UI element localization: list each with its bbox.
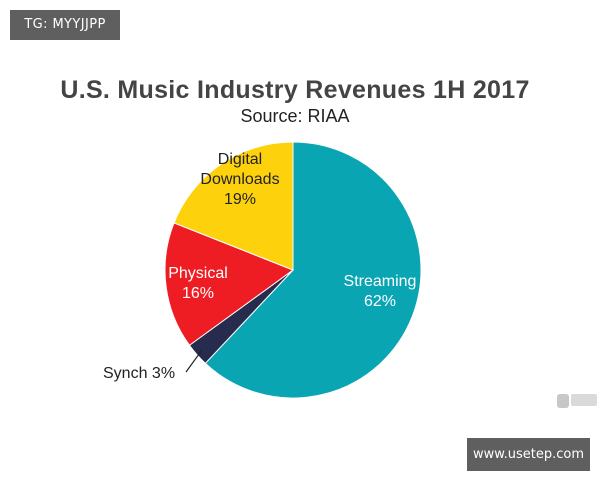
slice-label-digital-downloads: Digital Downloads 19%	[200, 151, 279, 208]
top-watermark-tag: TG: MYYJJPP	[10, 10, 120, 40]
slice-label-physical: Physical 16%	[168, 265, 228, 302]
pie-slice-digital-downloads	[173, 141, 294, 271]
corner-logo-watermark	[557, 394, 597, 408]
synch-leader-line	[185, 350, 202, 373]
chart-subtitle: Source: RIAA	[240, 106, 350, 126]
chart-title: U.S. Music Industry Revenues 1H 2017	[60, 76, 530, 104]
pie-slice-streaming	[204, 141, 422, 399]
pie-slice-physical	[164, 222, 295, 346]
slice-label-streaming: Streaming 62%	[344, 273, 417, 310]
bottom-watermark-tag: www.usetep.com	[467, 438, 590, 471]
slice-label-synch: Synch 3%	[103, 365, 175, 382]
